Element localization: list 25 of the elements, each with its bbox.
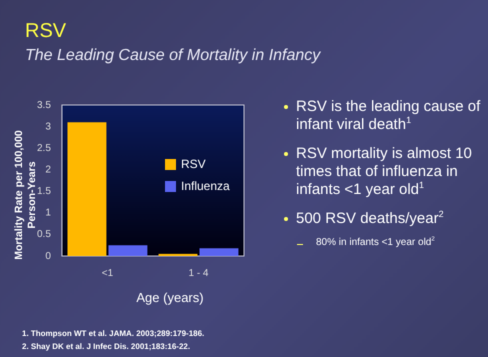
x-tick-label: 1 - 4 [188,268,209,279]
y-axis-title: Mortality Rate per 100,000 Person-Years [13,130,38,260]
bar [67,122,106,256]
text: 500 RSV deaths/year$^{2}$ [295,209,445,228]
text: 2. Shay DK et al. J Infec Dis. 2001;183:16-22. [22,341,192,353]
chart-title: RSV [25,20,66,43]
chart-subtitle: The Leading Cause of Mortality in Infancy [25,47,320,65]
bar [108,245,148,256]
text: 1. Thompson WT et al. JAMA. 2003;289:179-186. [22,328,204,340]
bar [200,248,238,256]
x-tick-label: <1 [102,268,114,279]
y-tick-label: 2 [45,164,52,176]
text: 80% in infants <1 year old$^{2}$ [315,236,436,248]
y-tick-label: 3.5 [36,100,52,111]
legend-label: Influenza [181,179,230,193]
y-tick-label: 0.5 [36,229,52,240]
y-tick-label: 1.5 [36,186,52,198]
text: RSV is the leading cause of infant viral death$^{1}$ [295,98,482,134]
y-tick-label: 3 [45,121,52,132]
y-tick-label: 2.5 [36,142,52,154]
legend-label: RSV [181,157,206,171]
y-tick-label: 0 [45,250,52,262]
y-tick-label: 1 [45,208,52,219]
text: RSV mortality is almost 10 times that of influenza in infants <1 year old$^{1}$ [295,145,473,199]
x-axis-title: Age (years) [135,290,205,305]
